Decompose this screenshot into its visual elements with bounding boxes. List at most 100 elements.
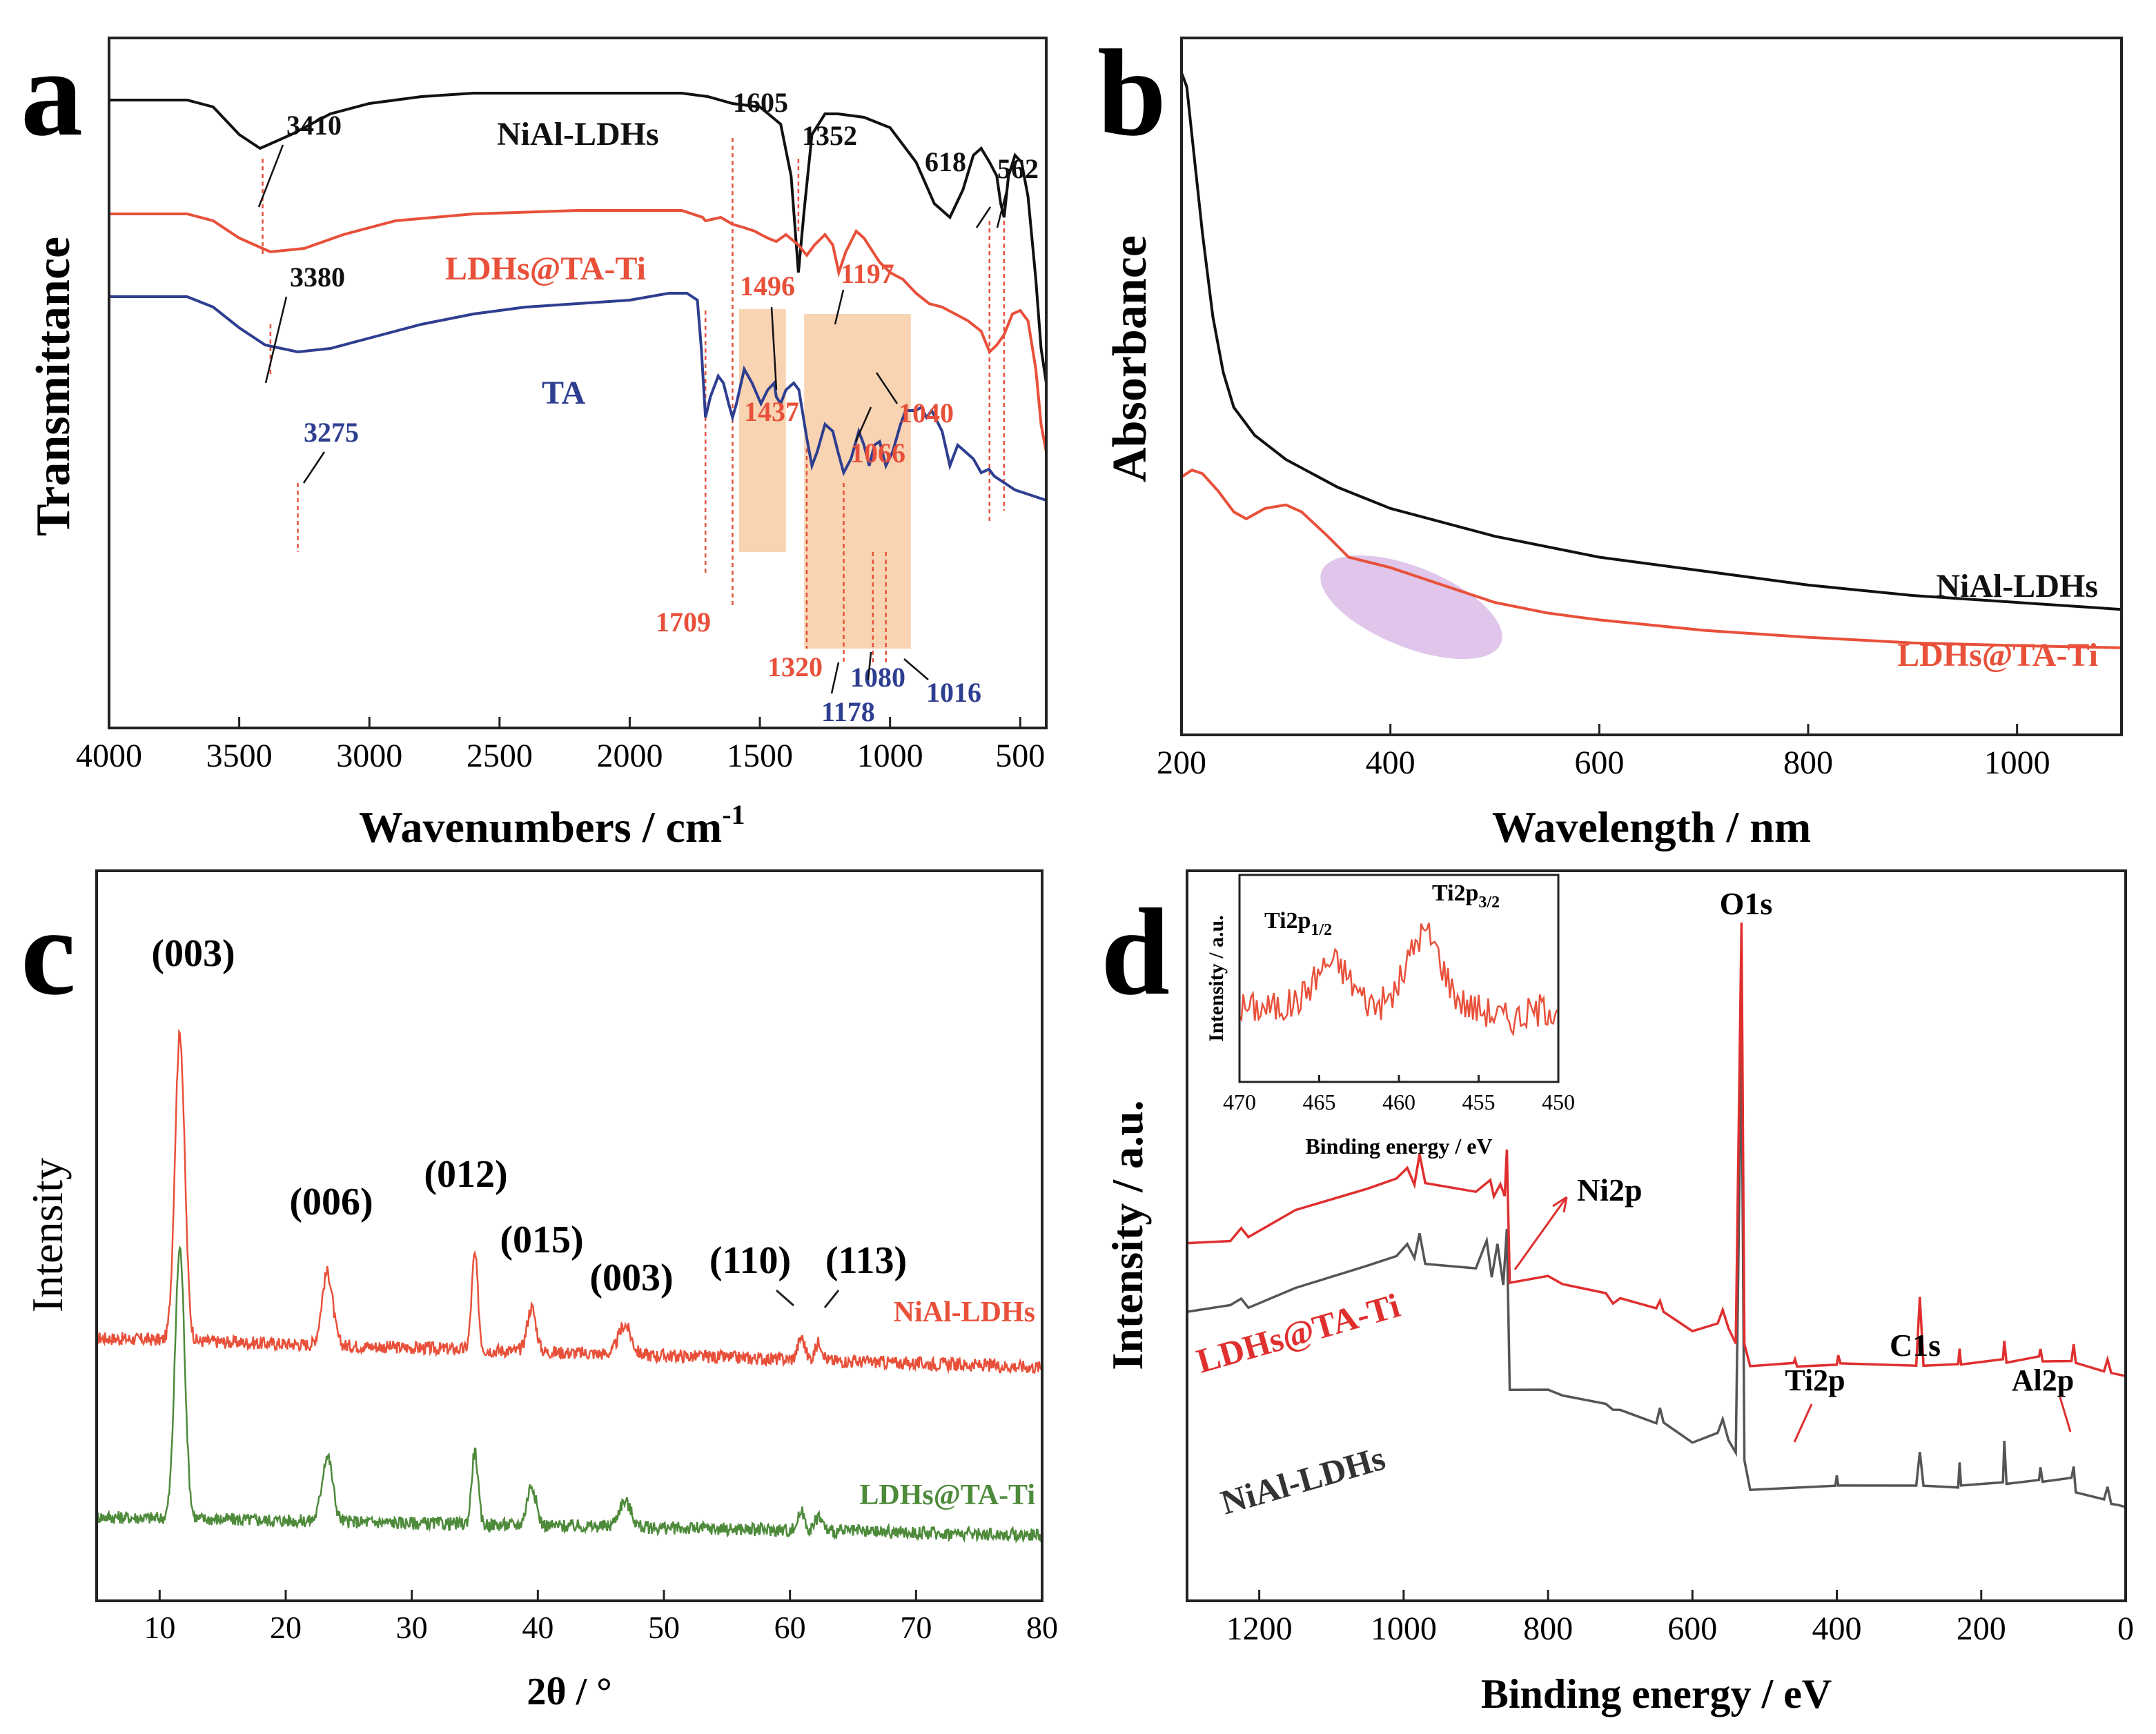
arrow-113 [823,1290,840,1308]
a-tick-label-2000: 2000 [596,738,663,774]
peak-label-113: (113) [825,1239,907,1282]
panel-b-y-label: Absorbance [1104,235,1157,482]
c-tick-label-60: 60 [774,1610,806,1645]
annotation-arrow-1040 [875,372,899,404]
panel-a-letter: a [21,24,83,161]
annotation-arrow-3380 [264,296,288,384]
annotation-arrow-3410 [257,144,284,208]
b-tick-label-200: 200 [1157,745,1206,781]
panel-a-x-label: Wavenumbers / cm-1 [359,799,745,851]
inset-x-axis: 470 465 460 455 450 [1223,1075,1575,1114]
panel-d-series-label-nial: NiAl-LDHs [1217,1438,1389,1521]
inset-label-ti2p-32: Ti2p3/2 [1432,880,1500,912]
annotation-618: 618 [925,146,966,177]
panel-a-highlight-2 [804,314,911,649]
arrow-ti2p [1793,1403,1813,1443]
series-ldhs-ta-ti-xrd [95,1245,1043,1544]
panel-a-series-label-ldhs: LDHs@TA-Ti [445,250,646,287]
annotation-1709: 1709 [656,607,711,638]
panel-b-frame [1180,37,2123,736]
inset-tick-label-465: 465 [1303,1090,1336,1114]
panel-a-guide-lines [262,138,1006,662]
series-nial-ldhs-uv [1180,72,2122,611]
annotation-1496: 1496 [740,270,795,302]
xps-label-ni2p: Ni2p [1577,1172,1643,1208]
inset-label-ti2p-12: Ti2p1/2 [1264,908,1332,939]
peak-label-003: (003) [151,932,235,975]
a-tick-label-4000: 4000 [76,738,142,774]
panel-c-legend-nial: NiAl-LDHs [894,1297,1035,1328]
annotation-1197: 1197 [841,258,894,289]
panel-c-letter: c [21,883,76,1021]
annotation-1320: 1320 [767,651,823,682]
panel-d: d 1200 1000 800 600 400 200 0 O1s Ni2p Ti2p C1… [1101,869,2134,1717]
series-ldhs-ta-ti-ftir [109,209,1048,453]
annotation-arrow-1016 [903,658,929,680]
d-tick-label-200: 200 [1957,1610,2006,1647]
xps-label-ti2p: Ti2p [1785,1363,1845,1397]
xps-label-c1s: C1s [1890,1328,1941,1363]
panel-d-inset: 470 465 460 455 450 Ti2p1/2 Ti2p3/2 Binding … [1205,874,1575,1159]
panel-a-series-label-nial: NiAl-LDHs [497,116,659,152]
annotation-562: 562 [997,153,1039,184]
panel-c-peak-labels: (003) (006) (012) (015) (003) (110) (113… [151,932,907,1308]
annotation-1605: 1605 [733,87,788,118]
annotation-1016: 1016 [926,677,981,708]
panel-d-x-label: Binding energy / eV [1481,1671,1832,1717]
b-tick-label-400: 400 [1366,745,1415,781]
series-nial-ldhs-xps [1186,1032,2126,1508]
c-tick-label-10: 10 [144,1610,175,1645]
annotation-1437: 1437 [744,396,799,427]
annotation-1352: 1352 [802,120,857,151]
d-tick-label-400: 400 [1812,1610,1862,1647]
series-nial-ldhs-xrd [96,1028,1042,1375]
panel-c-y-label: Intensity [23,1158,72,1312]
peak-label-012: (012) [424,1153,507,1196]
peak-label-110: (110) [709,1239,791,1282]
panel-b-x-label: Wavelength / nm [1492,802,1811,851]
annotation-arrow-562 [996,186,1009,228]
b-tick-label-600: 600 [1574,745,1624,781]
panel-d-letter: d [1101,883,1170,1021]
inset-ti2p-spectrum [1238,923,1558,1037]
panel-d-series-label-ldhs: LDHs@TA-Ti [1193,1285,1404,1380]
legend-nial-ldhs: NiAl-LDHs [1936,568,2098,604]
panel-c-frame [95,869,1043,1602]
annotation-1080: 1080 [850,662,905,693]
annotation-arrow-3275 [302,451,326,484]
a-tick-label-3000: 3000 [336,738,402,774]
xps-label-o1s: O1s [1720,886,1773,921]
annotation-arrow-1197 [834,289,845,325]
annotation-arrow-1437 [770,306,778,391]
panel-c: c 10 20 30 40 50 60 70 80 (003) (006) (012) (01… [21,869,1058,1713]
panel-c-x-axis: 10 20 30 40 50 60 70 80 [144,1590,1058,1645]
inset-tick-label-470: 470 [1223,1090,1256,1114]
panel-b-x-axis: 200 400 600 800 1000 [1157,724,2050,781]
series-ta-ftir [109,292,1047,502]
panel-a-frame [108,37,1048,729]
a-tick-label-500: 500 [995,738,1045,774]
c-tick-label-30: 30 [396,1610,428,1645]
panel-b-letter: b [1097,24,1166,161]
c-tick-label-80: 80 [1026,1610,1058,1645]
peak-label-003-b: (003) [589,1257,673,1299]
a-tick-label-2500: 2500 [467,738,533,774]
panel-a-highlight-1 [738,309,786,552]
xps-label-al2p: Al2p [2012,1363,2074,1397]
annotation-3380: 3380 [290,262,345,293]
legend-ldhs-ta-ti: LDHs@TA-Ti [1897,637,2098,673]
series-nial-ldhs-ftir [109,92,1048,384]
annotation-1066: 1066 [850,437,905,469]
annotation-arrow-1178 [830,662,840,694]
inset-tick-label-450: 450 [1542,1090,1575,1114]
peak-label-006: (006) [289,1181,373,1223]
inset-tick-label-460: 460 [1382,1090,1415,1114]
d-tick-label-1200: 1200 [1226,1610,1293,1647]
c-tick-label-20: 20 [270,1610,302,1645]
panel-a: a 4000 3500 3000 2500 2000 1500 1000 500 3410 16… [21,24,1048,851]
panel-a-series-label-ta: TA [542,375,585,411]
panel-d-x-axis: 1200 1000 800 600 400 200 0 [1226,1590,2134,1647]
panel-d-y-label: Intensity / a.u. [1103,1100,1152,1370]
panel-b: b 200 400 600 800 1000 NiAl-LDHs LDHs@TA-Ti … [1097,24,2123,851]
